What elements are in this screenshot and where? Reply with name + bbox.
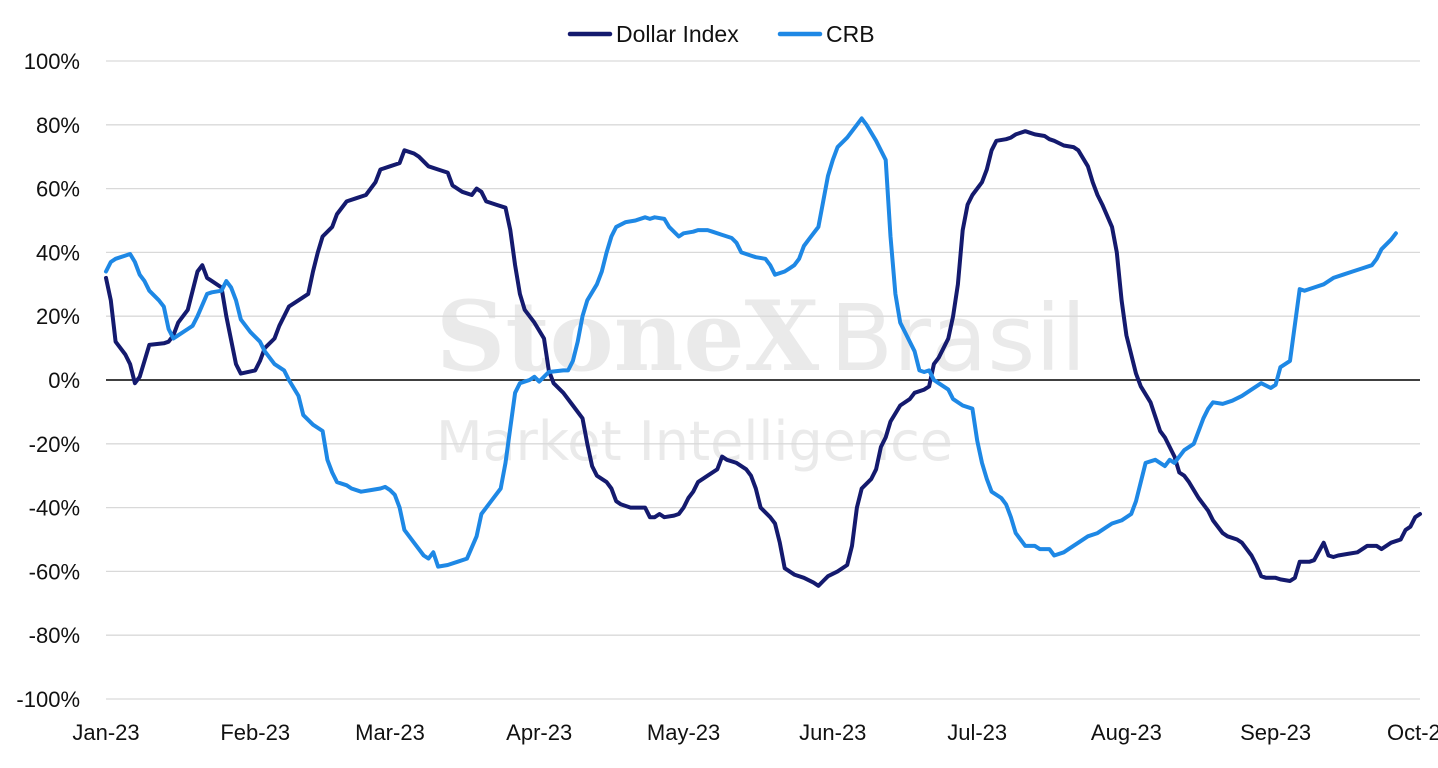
watermark-subtitle: Market Intelligence xyxy=(436,410,953,473)
y-tick-label: 0% xyxy=(48,368,80,393)
y-axis-ticks: 100% 80% 60% 40% 20% 0% -20% -40% -60% -80% -100% xyxy=(16,49,80,712)
x-tick-label: Aug-23 xyxy=(1091,720,1162,745)
y-tick-label: 80% xyxy=(36,113,80,138)
watermark: StoneX Brasil Market Intelligence xyxy=(436,280,1086,473)
x-tick-label: May-23 xyxy=(647,720,720,745)
series-line-0 xyxy=(104,129,1422,588)
y-tick-label: 20% xyxy=(36,304,80,329)
watermark-brand: StoneX xyxy=(436,280,820,393)
y-tick-label: -20% xyxy=(29,432,80,457)
x-tick-label: Feb-23 xyxy=(220,720,290,745)
watermark-brand-country: Brasil xyxy=(830,285,1086,392)
y-tick-label: -60% xyxy=(29,559,80,584)
x-tick-label: Sep-23 xyxy=(1240,720,1311,745)
x-tick-label: Apr-23 xyxy=(506,720,572,745)
legend-label: CRB xyxy=(826,21,875,47)
x-tick-label: Jan-23 xyxy=(72,720,139,745)
y-tick-label: -80% xyxy=(29,623,80,648)
gridlines xyxy=(106,60,1420,700)
y-tick-label: 100% xyxy=(24,49,80,74)
series-lines xyxy=(104,116,1422,588)
x-axis-ticks: Jan-23 Feb-23 Mar-23 Apr-23 May-23 Jun-23 Jul-… xyxy=(72,720,1438,745)
y-tick-label: -100% xyxy=(16,687,80,712)
series-line-1 xyxy=(104,116,1398,569)
legend-label: Dollar Index xyxy=(616,21,739,47)
x-tick-label: Oct-23 xyxy=(1387,720,1438,745)
y-tick-label: 40% xyxy=(36,240,80,265)
x-tick-label: Jul-23 xyxy=(947,720,1007,745)
x-tick-label: Jun-23 xyxy=(799,720,866,745)
y-tick-label: -40% xyxy=(29,496,80,521)
legend: Dollar Index CRB xyxy=(567,21,875,47)
y-tick-label: 60% xyxy=(36,177,80,202)
x-tick-label: Mar-23 xyxy=(355,720,425,745)
